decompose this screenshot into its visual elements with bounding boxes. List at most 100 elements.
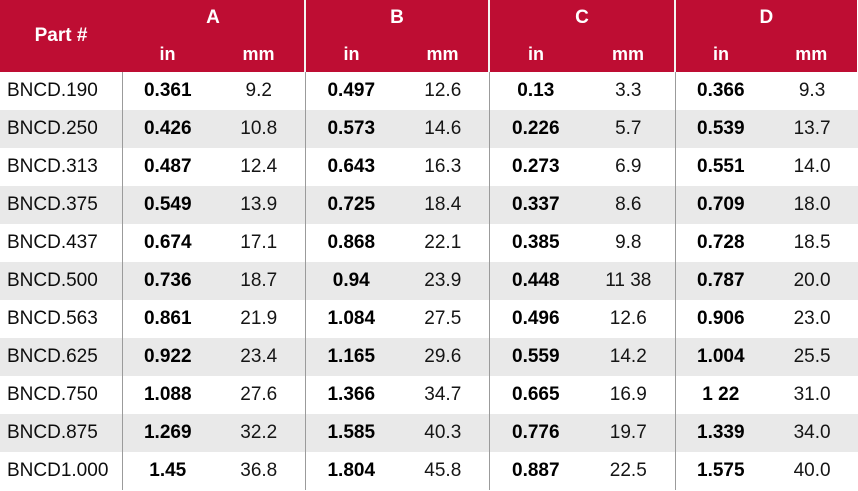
value-cell-mm: 40.3 [424, 422, 462, 443]
part-number-cell: BNCD.563 [7, 308, 98, 329]
value-cell-mm: 12.6 [609, 308, 647, 329]
value-cell-in: 1.804 [304, 452, 398, 490]
table-row: BNCD.875 1.269 32.2 1.585 40.3 0.776 19.7 1.339… [0, 414, 858, 452]
value-cell-in: 1 22 [674, 376, 767, 414]
value-cell-in: 0.709 [674, 186, 767, 224]
value-cell-mm: 14.0 [793, 156, 831, 177]
value-cell-mm: 40.0 [793, 460, 831, 481]
value-cell-in: 0.539 [674, 110, 767, 148]
value-cell-mm: 36.8 [240, 460, 278, 481]
table-row: BNCD.190 0.361 9.2 0.497 12.6 0.13 3.3 0.366 9.3 [0, 72, 858, 110]
unit-header-a-in: in [122, 36, 213, 72]
value-cell-mm: 31.0 [793, 384, 831, 405]
value-cell-mm: 3.3 [615, 80, 642, 101]
value-cell-in: 0.728 [674, 224, 767, 262]
value-cell-mm: 25.5 [793, 346, 831, 367]
value-cell-in: 0.736 [121, 262, 213, 300]
table-row: BNCD.375 0.549 13.9 0.725 18.4 0.337 8.6 0.709 1… [0, 186, 858, 224]
value-cell-mm: 19.7 [609, 422, 647, 443]
value-cell-mm: 32.2 [240, 422, 278, 443]
value-cell-mm: 20.0 [793, 270, 831, 291]
group-header-d: D [674, 0, 858, 36]
value-cell-in: 1.004 [674, 338, 767, 376]
value-cell-mm: 5.7 [615, 118, 642, 139]
table-row: BNCD.250 0.426 10.8 0.573 14.6 0.226 5.7 0.539 1… [0, 110, 858, 148]
value-cell-mm: 18.0 [793, 194, 831, 215]
part-number-cell: BNCD.375 [7, 194, 98, 215]
value-cell-mm: 12.6 [424, 80, 462, 101]
value-cell-in: 0.448 [488, 262, 583, 300]
value-cell-in: 0.361 [121, 72, 213, 110]
value-cell-mm: 14.6 [424, 118, 462, 139]
unit-header-c-mm: mm [582, 36, 676, 72]
value-cell-mm: 9.2 [245, 80, 272, 101]
value-cell-in: 0.13 [488, 72, 583, 110]
value-cell-mm: 18.4 [424, 194, 462, 215]
unit-header-c-in: in [488, 36, 583, 72]
value-cell-in: 0.487 [121, 148, 213, 186]
value-cell-in: 0.787 [674, 262, 767, 300]
value-cell-mm: 34.7 [424, 384, 462, 405]
header-group-row: Part # A B C D [0, 0, 858, 72]
table-row: BNCD.563 0.861 21.9 1.084 27.5 0.496 12.6 0.906… [0, 300, 858, 338]
value-cell-mm: 27.6 [240, 384, 278, 405]
value-cell-mm: 22.1 [424, 232, 462, 253]
value-cell-in: 1.165 [304, 338, 398, 376]
table-row: BNCD1.000 1.45 36.8 1.804 45.8 0.887 22.5 1.575… [0, 452, 858, 490]
table-row: BNCD.500 0.736 18.7 0.94 23.9 0.448 11 38 0.787… [0, 262, 858, 300]
value-cell-in: 0.906 [674, 300, 767, 338]
unit-header-b-mm: mm [397, 36, 490, 72]
value-cell-in: 0.725 [304, 186, 398, 224]
value-cell-in: 0.337 [488, 186, 583, 224]
group-header-c: C [488, 0, 676, 36]
part-number-cell: BNCD.500 [7, 270, 98, 291]
part-number-cell: BNCD.750 [7, 384, 98, 405]
value-cell-mm: 16.3 [424, 156, 462, 177]
value-cell-mm: 17.1 [240, 232, 278, 253]
value-cell-in: 1.339 [674, 414, 767, 452]
value-cell-mm: 29.6 [424, 346, 462, 367]
value-cell-mm: 6.9 [615, 156, 642, 177]
value-cell-in: 0.94 [304, 262, 398, 300]
value-cell-in: 0.861 [121, 300, 213, 338]
value-cell-in: 0.497 [304, 72, 398, 110]
table-row: BNCD.313 0.487 12.4 0.643 16.3 0.273 6.9 0.551 1… [0, 148, 858, 186]
value-cell-in: 0.496 [488, 300, 583, 338]
value-cell-in: 0.887 [488, 452, 583, 490]
part-number-cell: BNCD.625 [7, 346, 98, 367]
table-row: BNCD.750 1.088 27.6 1.366 34.7 0.665 16.9 1 22 3… [0, 376, 858, 414]
value-cell-mm: 9.3 [798, 80, 826, 101]
value-cell-mm: 18.5 [793, 232, 831, 253]
value-cell-mm: 10.8 [240, 118, 278, 139]
value-cell-in: 0.426 [121, 110, 213, 148]
value-cell-in: 0.559 [488, 338, 583, 376]
table-body: BNCD.190 0.361 9.2 0.497 12.6 0.13 3.3 0.366 9.3… [0, 72, 858, 490]
group-header-a: A [122, 0, 306, 36]
value-cell-in: 1.575 [674, 452, 767, 490]
value-cell-in: 1.084 [304, 300, 398, 338]
value-cell-in: 0.776 [488, 414, 583, 452]
value-cell-in: 0.366 [674, 72, 767, 110]
group-header-b: B [304, 0, 490, 36]
value-cell-in: 0.573 [304, 110, 398, 148]
value-cell-mm: 13.9 [240, 194, 278, 215]
part-number-cell: BNCD.250 [7, 118, 98, 139]
value-cell-in: 0.868 [304, 224, 398, 262]
value-cell-in: 0.549 [121, 186, 213, 224]
part-number-header: Part # [0, 0, 122, 72]
unit-header-a-mm: mm [213, 36, 306, 72]
table-header: Part # A B C D in mm in mm in mm in mm [0, 0, 858, 72]
part-number-cell: BNCD.190 [7, 80, 98, 101]
value-cell-mm: 23.9 [424, 270, 462, 291]
table-row: BNCD.437 0.674 17.1 0.868 22.1 0.385 9.8 0.728 1… [0, 224, 858, 262]
part-number-cell: BNCD1.000 [7, 460, 109, 481]
value-cell-in: 0.674 [121, 224, 213, 262]
value-cell-in: 1.585 [304, 414, 398, 452]
value-cell-mm: 23.4 [240, 346, 278, 367]
value-cell-mm: 45.8 [424, 460, 462, 481]
value-cell-in: 0.643 [304, 148, 398, 186]
value-cell-mm: 21.9 [240, 308, 278, 329]
value-cell-in: 0.385 [488, 224, 583, 262]
part-number-cell: BNCD.875 [7, 422, 98, 443]
